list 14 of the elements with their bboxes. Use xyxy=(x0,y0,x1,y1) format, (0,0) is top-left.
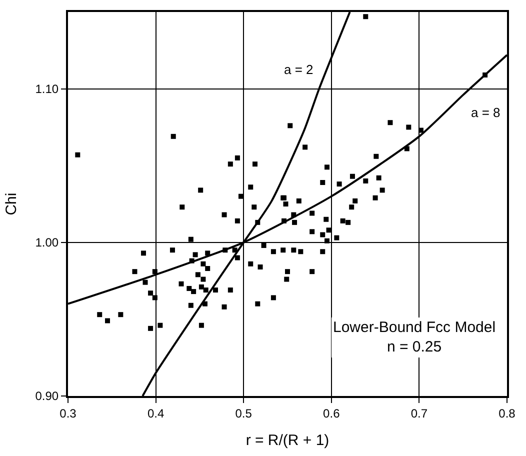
x-tick-label: 0.5 xyxy=(235,406,252,420)
x-tick-label: 0.4 xyxy=(147,406,164,420)
x-tick-label: 0.6 xyxy=(323,406,340,420)
x-tick-label: 0.8 xyxy=(498,406,516,420)
x-axis-title: r = R/(R + 1) xyxy=(246,432,330,449)
y-tick-label: 1.00 xyxy=(35,236,59,250)
x-tick-label: 0.3 xyxy=(60,406,77,420)
x-tick-label: 0.7 xyxy=(410,406,428,420)
y-axis-title: Chi xyxy=(2,192,20,216)
series-label: a = 2 xyxy=(284,62,314,77)
y-tick-label: 1.10 xyxy=(35,82,59,96)
y-tick-label: 0.90 xyxy=(35,389,59,404)
series-label: a = 8 xyxy=(471,105,500,120)
annotation: Lower-Bound Fcc Model n = 0.25 xyxy=(333,319,496,356)
